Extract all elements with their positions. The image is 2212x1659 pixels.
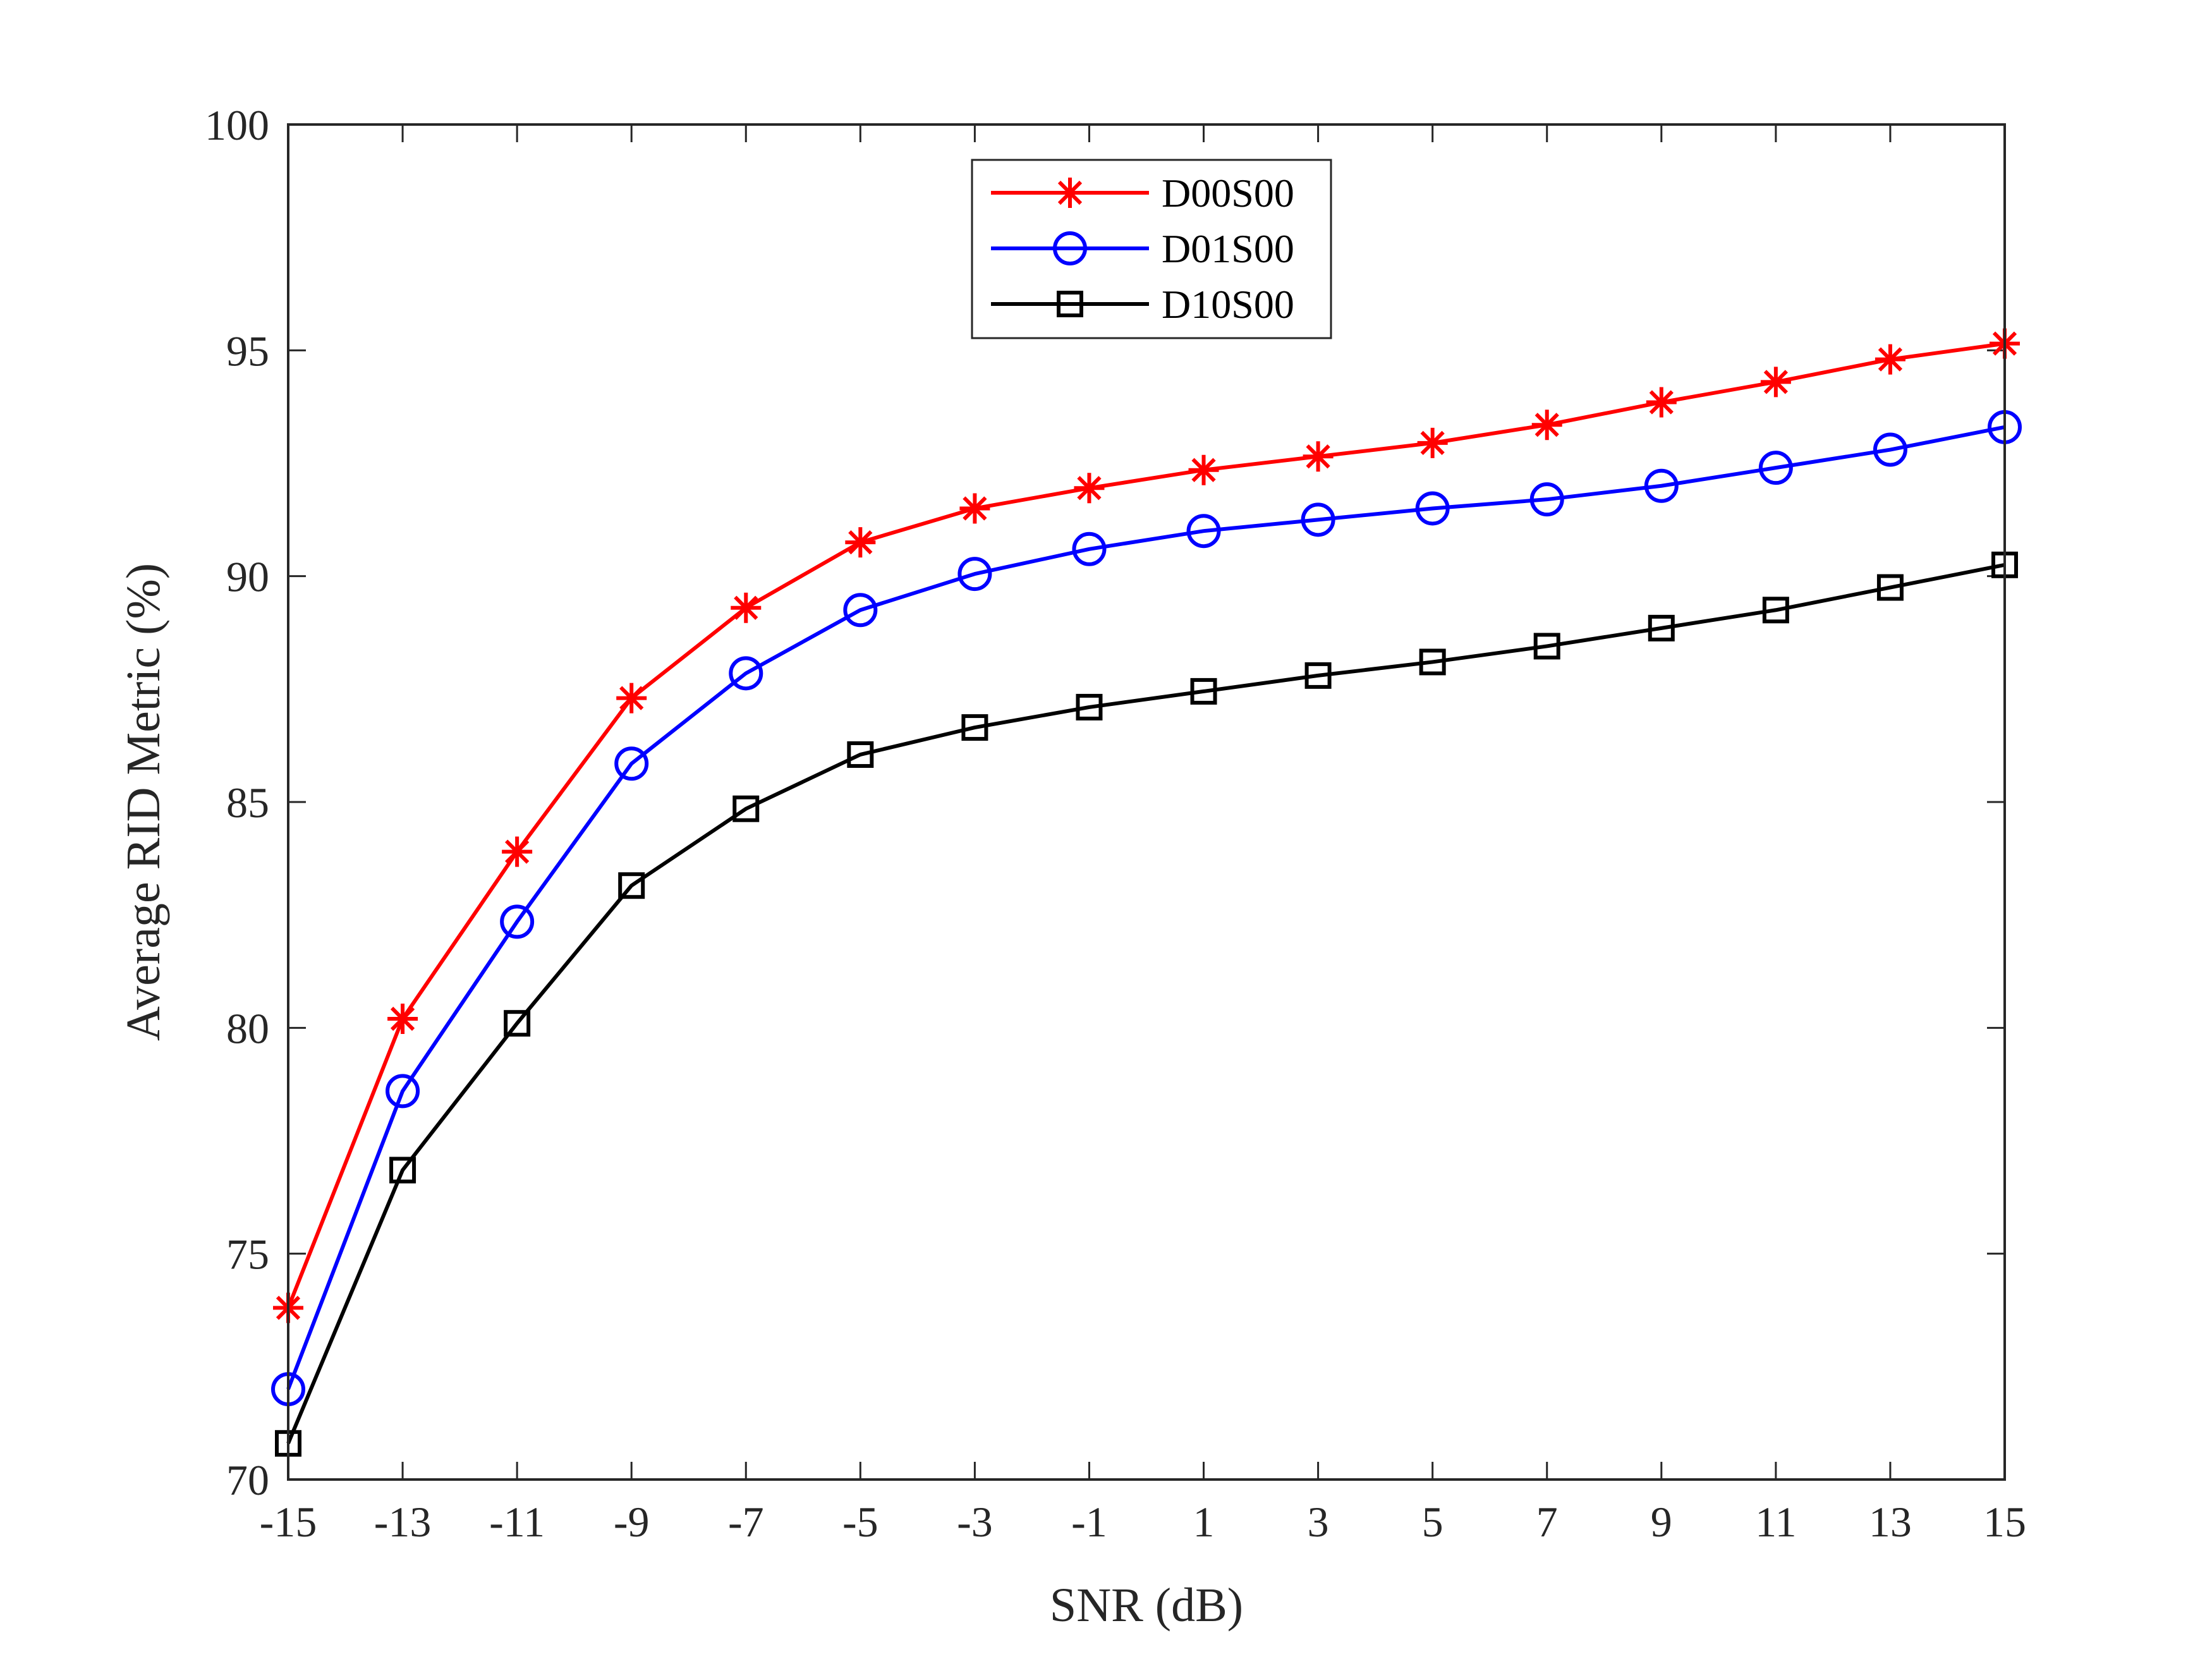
x-tick-label: -7 <box>728 1498 764 1546</box>
x-tick-label: 15 <box>1983 1498 2026 1546</box>
data-point-D01S00 <box>1529 482 1564 517</box>
data-point-D10S00 <box>847 741 874 768</box>
data-point-D10S00 <box>1304 662 1332 689</box>
x-tick-label: -15 <box>260 1498 317 1546</box>
data-point-D10S00 <box>1419 648 1446 676</box>
data-point-D10S00 <box>961 714 988 741</box>
legend-marker <box>1055 178 1085 208</box>
data-point-D00S00 <box>1646 387 1677 418</box>
data-point-D00S00 <box>1074 473 1105 504</box>
series-D01S00 <box>271 410 2022 1407</box>
data-point-D01S00 <box>1072 532 1107 566</box>
data-point-D10S00 <box>1533 633 1560 660</box>
data-point-D10S00 <box>1876 574 1904 601</box>
data-point-D10S00 <box>1190 678 1217 705</box>
data-point-D10S00 <box>389 1157 416 1184</box>
data-point-D00S00 <box>502 836 533 867</box>
data-point-D00S00 <box>1188 454 1219 485</box>
y-tick-label: 85 <box>226 779 269 827</box>
data-point-D10S00 <box>1762 597 1789 624</box>
series-D00S00 <box>273 328 2020 1323</box>
data-point-D01S00 <box>500 904 535 939</box>
x-tick-label: 9 <box>1651 1498 1672 1546</box>
y-tick-label: 70 <box>226 1456 269 1504</box>
y-tick-label: 95 <box>226 327 269 375</box>
y-tick-label: 80 <box>226 1004 269 1052</box>
data-point-D10S00 <box>1648 614 1675 641</box>
x-tick-label: 5 <box>1422 1498 1443 1546</box>
data-point-D00S00 <box>616 683 647 714</box>
x-axis-label: SNR (dB) <box>1050 1579 1243 1632</box>
series-line-D10S00 <box>286 562 2005 1444</box>
data-point-D10S00 <box>504 1010 531 1037</box>
legend-entry-D01S00: D01S00 <box>991 226 1294 271</box>
data-point-D01S00 <box>957 557 992 592</box>
x-tick-label: 3 <box>1308 1498 1329 1546</box>
x-tick-label: 1 <box>1193 1498 1215 1546</box>
x-tick-label: -9 <box>614 1498 650 1546</box>
y-axis-label: Average RID Metric (%) <box>117 563 170 1041</box>
legend-label: D01S00 <box>1162 226 1294 271</box>
series-line-D00S00 <box>286 341 2005 1309</box>
data-point-D01S00 <box>729 656 763 691</box>
x-tick-label: -3 <box>957 1498 993 1546</box>
data-point-D01S00 <box>843 593 878 628</box>
y-tick-label: 100 <box>205 101 269 149</box>
data-point-D00S00 <box>1531 410 1562 441</box>
data-point-D01S00 <box>386 1074 420 1109</box>
data-point-D00S00 <box>1417 427 1448 458</box>
x-tick-label: -11 <box>489 1498 545 1546</box>
legend-label: D00S00 <box>1162 171 1294 216</box>
plot-area-frame <box>287 123 2006 1481</box>
y-tick-label: 90 <box>226 553 269 601</box>
data-point-D00S00 <box>387 1004 418 1035</box>
legend-marker <box>1053 231 1087 265</box>
tick-labels: -15 -13 -11 -9 -7 -5 -3 -1 1 3 5 7 9 11 13 157075808590… <box>205 101 2026 1546</box>
data-point-D00S00 <box>731 592 762 623</box>
data-point-D10S00 <box>1076 693 1103 720</box>
data-point-D10S00 <box>618 872 645 899</box>
axis-ticks <box>287 123 2006 1481</box>
y-tick-label: 75 <box>226 1231 269 1279</box>
data-point-D00S00 <box>1875 344 1905 375</box>
data-point-D00S00 <box>1760 367 1791 398</box>
data-point-D00S00 <box>1303 441 1334 472</box>
data-point-D01S00 <box>1873 432 1907 467</box>
data-point-D01S00 <box>1301 502 1335 537</box>
legend-entry-D00S00: D00S00 <box>991 171 1294 216</box>
data-point-D00S00 <box>959 493 990 524</box>
x-tick-label: 11 <box>1755 1498 1796 1546</box>
legend-entry-D10S00: D10S00 <box>991 282 1294 327</box>
data-point-D00S00 <box>845 527 876 558</box>
x-tick-label: -13 <box>374 1498 432 1546</box>
legend-label: D10S00 <box>1162 282 1294 327</box>
legend: D00S00 D01S00 D10S00 <box>971 159 1332 339</box>
data-point-D01S00 <box>1415 491 1450 526</box>
x-tick-label: 7 <box>1536 1498 1558 1546</box>
legend-entries: D00S00 D01S00 D10S00 <box>991 171 1294 327</box>
data-point-D01S00 <box>1758 451 1793 485</box>
x-tick-label: -1 <box>1071 1498 1107 1546</box>
data-point-D01S00 <box>614 746 649 781</box>
series-layer <box>271 328 2022 1457</box>
x-tick-label: 13 <box>1869 1498 1912 1546</box>
data-point-D10S00 <box>732 795 760 822</box>
x-tick-label: -5 <box>842 1498 878 1546</box>
legend-marker <box>1057 291 1083 317</box>
data-point-D01S00 <box>1186 514 1221 549</box>
data-point-D01S00 <box>1644 468 1679 503</box>
series-line-D01S00 <box>286 425 2005 1390</box>
